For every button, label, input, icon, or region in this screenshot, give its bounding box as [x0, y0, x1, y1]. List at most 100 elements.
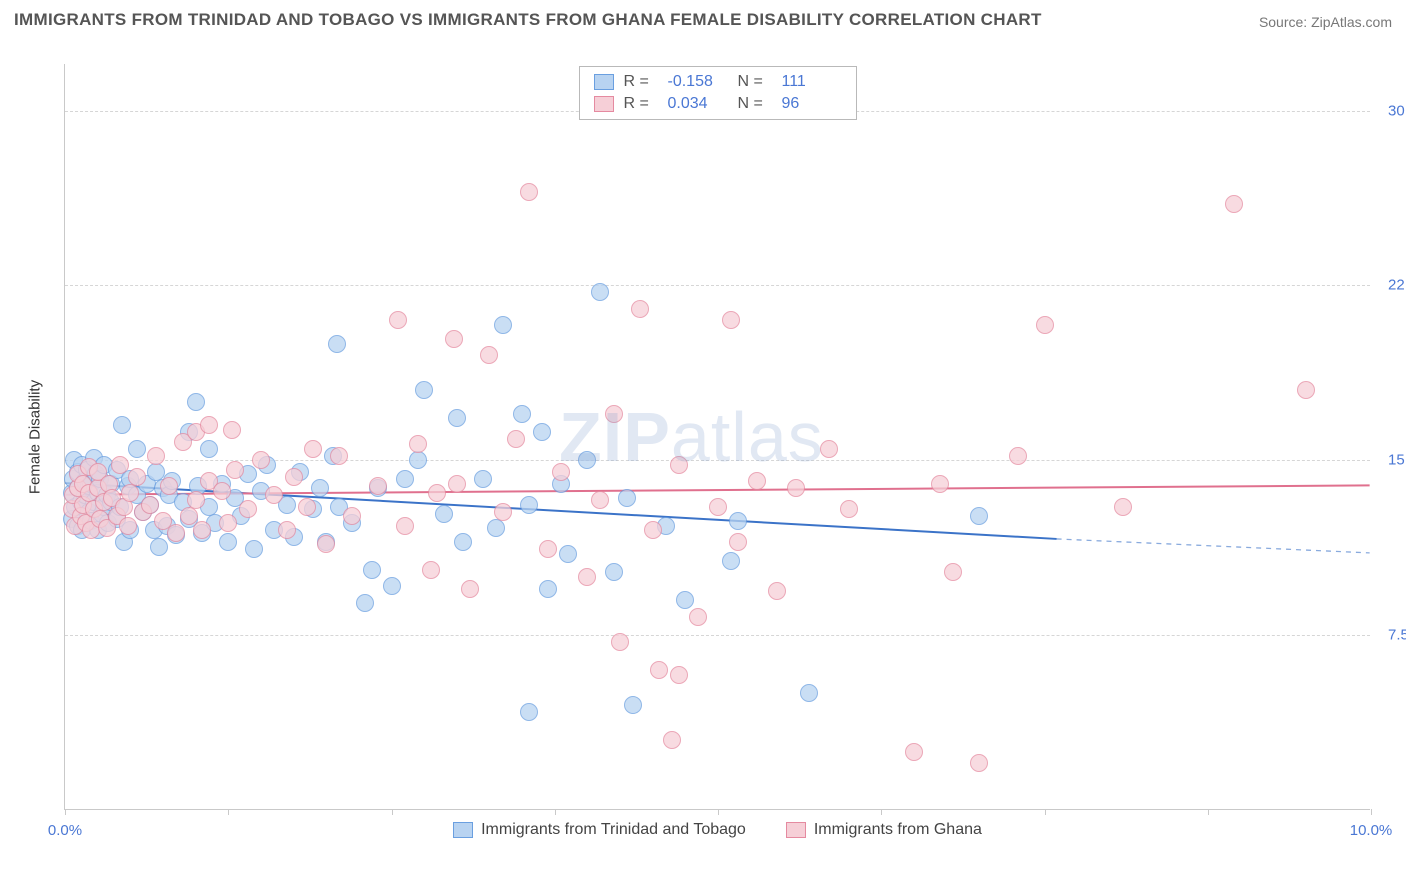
data-point-series-b	[1114, 498, 1132, 516]
x-tick-mark	[1371, 809, 1372, 815]
x-tick-mark	[1208, 809, 1209, 815]
data-point-series-b	[931, 475, 949, 493]
data-point-series-b	[1297, 381, 1315, 399]
stats-row-series-a: R = -0.158 N = 111	[594, 71, 842, 93]
data-point-series-a	[520, 496, 538, 514]
data-point-series-b	[119, 517, 137, 535]
series-b-r-value: 0.034	[668, 93, 728, 115]
data-point-series-b	[298, 498, 316, 516]
series-a-n-value: 111	[782, 71, 842, 93]
data-point-series-b	[461, 580, 479, 598]
data-point-series-a	[200, 440, 218, 458]
data-point-series-a	[128, 440, 146, 458]
series-a-name: Immigrants from Trinidad and Tobago	[481, 821, 746, 839]
x-tick-label: 0.0%	[48, 822, 82, 839]
data-point-series-b	[200, 416, 218, 434]
series-legend: Immigrants from Trinidad and Tobago Immi…	[65, 821, 1370, 839]
data-point-series-b	[1036, 316, 1054, 334]
data-point-series-b	[448, 475, 466, 493]
data-point-series-b	[111, 456, 129, 474]
data-point-series-b	[840, 500, 858, 518]
data-point-series-a	[187, 393, 205, 411]
y-tick-label: 30.0%	[1374, 102, 1406, 119]
r-label: R =	[624, 71, 658, 93]
series-b-swatch	[594, 96, 614, 112]
series-b-name: Immigrants from Ghana	[814, 821, 982, 839]
series-a-r-value: -0.158	[668, 71, 728, 93]
data-point-series-a	[722, 552, 740, 570]
data-point-series-a	[729, 512, 747, 530]
data-point-series-b	[631, 300, 649, 318]
data-point-series-b	[396, 517, 414, 535]
data-point-series-a	[396, 470, 414, 488]
data-point-series-a	[618, 489, 636, 507]
data-point-series-b	[605, 405, 623, 423]
data-point-series-b	[330, 447, 348, 465]
series-b-swatch	[786, 822, 806, 838]
data-point-series-b	[670, 666, 688, 684]
data-point-series-b	[820, 440, 838, 458]
data-point-series-a	[494, 316, 512, 334]
data-point-series-b	[768, 582, 786, 600]
data-point-series-b	[1225, 195, 1243, 213]
x-tick-mark	[392, 809, 393, 815]
data-point-series-b	[285, 468, 303, 486]
x-tick-mark	[1045, 809, 1046, 815]
y-tick-label: 7.5%	[1374, 627, 1406, 644]
legend-item-series-b: Immigrants from Ghana	[786, 821, 982, 839]
data-point-series-b	[409, 435, 427, 453]
data-point-series-b	[226, 461, 244, 479]
data-point-series-b	[709, 498, 727, 516]
trend-line-extrapolated	[1057, 539, 1370, 553]
data-point-series-b	[422, 561, 440, 579]
data-point-series-b	[167, 524, 185, 542]
data-point-series-b	[644, 521, 662, 539]
n-label: N =	[738, 71, 772, 93]
x-tick-mark	[65, 809, 66, 815]
y-axis-label: Female Disability	[27, 379, 44, 493]
data-point-series-a	[328, 335, 346, 353]
data-point-series-b	[689, 608, 707, 626]
data-point-series-a	[311, 479, 329, 497]
data-point-series-a	[487, 519, 505, 537]
data-point-series-b	[128, 468, 146, 486]
stats-legend: R = -0.158 N = 111 R = 0.034 N = 96	[579, 66, 857, 120]
data-point-series-b	[670, 456, 688, 474]
plot-area: Female Disability ZIPatlas R = -0.158 N …	[64, 64, 1370, 810]
stats-row-series-b: R = 0.034 N = 96	[594, 93, 842, 115]
data-point-series-a	[356, 594, 374, 612]
gridline-h	[65, 285, 1370, 286]
data-point-series-b	[141, 496, 159, 514]
data-point-series-b	[304, 440, 322, 458]
scatter-chart: Female Disability ZIPatlas R = -0.158 N …	[50, 50, 1390, 840]
trend-lines	[65, 64, 1370, 809]
data-point-series-a	[150, 538, 168, 556]
series-a-swatch	[453, 822, 473, 838]
data-point-series-b	[520, 183, 538, 201]
data-point-series-b	[239, 500, 257, 518]
data-point-series-a	[513, 405, 531, 423]
series-b-n-value: 96	[782, 93, 842, 115]
data-point-series-a	[474, 470, 492, 488]
data-point-series-b	[905, 743, 923, 761]
y-tick-label: 22.5%	[1374, 277, 1406, 294]
data-point-series-b	[213, 482, 231, 500]
data-point-series-a	[605, 563, 623, 581]
series-a-swatch	[594, 74, 614, 90]
x-tick-mark	[555, 809, 556, 815]
data-point-series-a	[409, 451, 427, 469]
data-point-series-a	[520, 703, 538, 721]
x-tick-mark	[881, 809, 882, 815]
x-tick-label: 10.0%	[1350, 822, 1393, 839]
chart-title: IMMIGRANTS FROM TRINIDAD AND TOBAGO VS I…	[14, 10, 1042, 30]
data-point-series-b	[494, 503, 512, 521]
gridline-h	[65, 635, 1370, 636]
source-label: Source: ZipAtlas.com	[1259, 14, 1392, 30]
legend-item-series-a: Immigrants from Trinidad and Tobago	[453, 821, 746, 839]
x-tick-mark	[228, 809, 229, 815]
data-point-series-a	[363, 561, 381, 579]
data-point-series-b	[729, 533, 747, 551]
data-point-series-b	[187, 491, 205, 509]
data-point-series-a	[539, 580, 557, 598]
data-point-series-a	[383, 577, 401, 595]
